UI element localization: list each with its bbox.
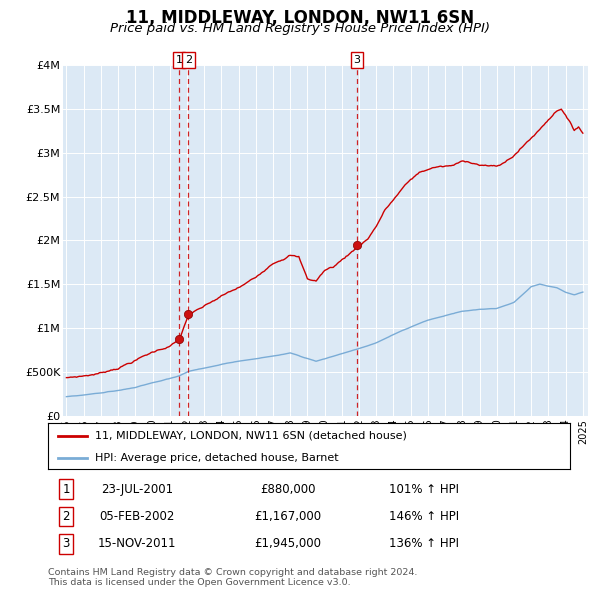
Text: Contains HM Land Registry data © Crown copyright and database right 2024.
This d: Contains HM Land Registry data © Crown c…: [48, 568, 418, 587]
Text: 1: 1: [176, 55, 182, 65]
Text: 23-JUL-2001: 23-JUL-2001: [101, 483, 173, 496]
Text: 11, MIDDLEWAY, LONDON, NW11 6SN (detached house): 11, MIDDLEWAY, LONDON, NW11 6SN (detache…: [95, 431, 407, 441]
Text: £1,167,000: £1,167,000: [254, 510, 322, 523]
Text: 05-FEB-2002: 05-FEB-2002: [99, 510, 175, 523]
Text: 15-NOV-2011: 15-NOV-2011: [97, 537, 176, 550]
Text: 101% ↑ HPI: 101% ↑ HPI: [389, 483, 459, 496]
Text: 3: 3: [62, 537, 70, 550]
Text: £880,000: £880,000: [260, 483, 316, 496]
Text: 11, MIDDLEWAY, LONDON, NW11 6SN: 11, MIDDLEWAY, LONDON, NW11 6SN: [126, 9, 474, 27]
Text: 3: 3: [353, 55, 361, 65]
Text: 2: 2: [62, 510, 70, 523]
Text: £1,945,000: £1,945,000: [254, 537, 322, 550]
Text: 136% ↑ HPI: 136% ↑ HPI: [389, 537, 459, 550]
Text: HPI: Average price, detached house, Barnet: HPI: Average price, detached house, Barn…: [95, 453, 338, 463]
Text: 146% ↑ HPI: 146% ↑ HPI: [389, 510, 459, 523]
Text: 1: 1: [62, 483, 70, 496]
Text: Price paid vs. HM Land Registry's House Price Index (HPI): Price paid vs. HM Land Registry's House …: [110, 22, 490, 35]
Text: 2: 2: [185, 55, 192, 65]
